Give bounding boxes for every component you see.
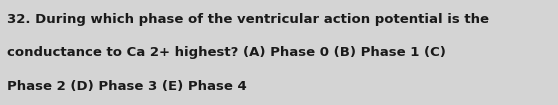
Text: 32. During which phase of the ventricular action potential is the: 32. During which phase of the ventricula… (7, 13, 489, 26)
Text: Phase 2 (D) Phase 3 (E) Phase 4: Phase 2 (D) Phase 3 (E) Phase 4 (7, 80, 247, 93)
Text: conductance to Ca 2+ highest? (A) Phase 0 (B) Phase 1 (C): conductance to Ca 2+ highest? (A) Phase … (7, 46, 446, 59)
